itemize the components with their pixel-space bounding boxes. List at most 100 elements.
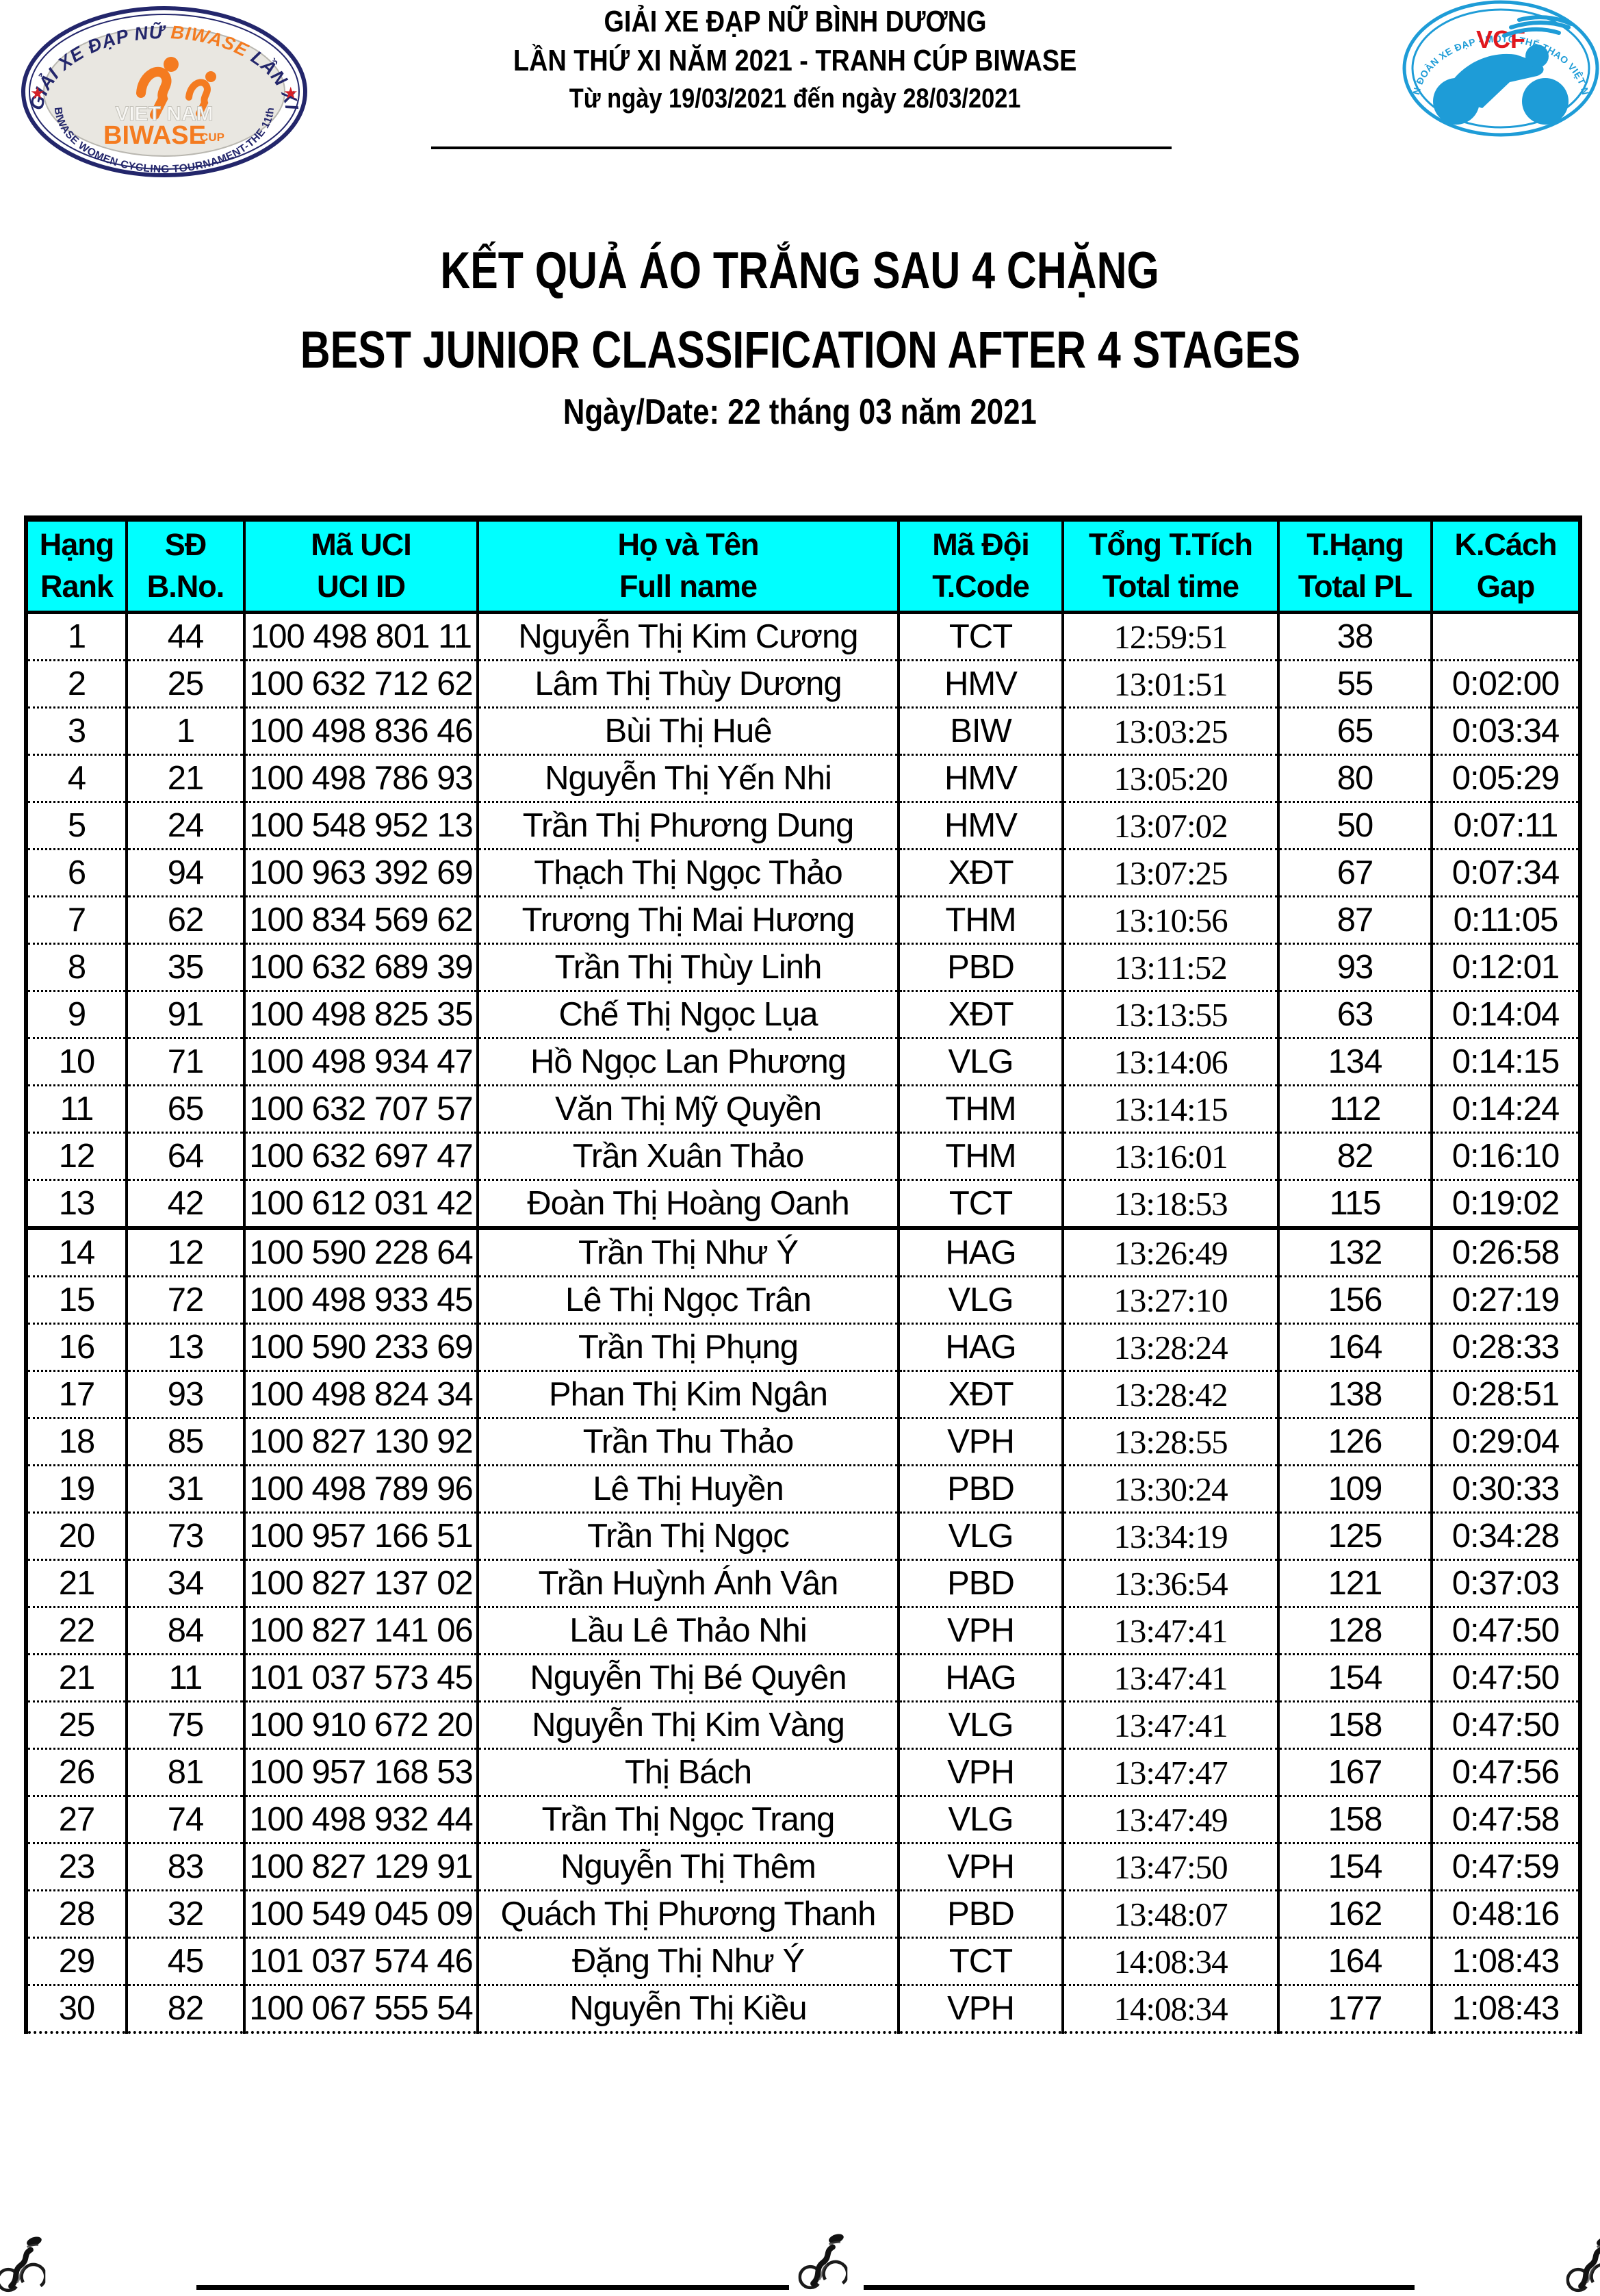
cell-team: HAG bbox=[897, 1226, 1063, 1277]
cell-uci: 100 957 168 53 bbox=[243, 1748, 478, 1796]
cell-rank: 12 bbox=[26, 1132, 127, 1180]
cell-uci: 100 498 786 93 bbox=[243, 754, 478, 802]
cell-time: 13:34:19 bbox=[1061, 1511, 1278, 1560]
cell-pl: 121 bbox=[1277, 1559, 1432, 1607]
cell-uci: 101 037 574 46 bbox=[243, 1937, 478, 1985]
table-header-row: Hạng Rank SĐ B.No. Mã UCI UCI ID Họ và Tên Full… bbox=[26, 518, 1580, 614]
table-row: 16 13 100 590 233 69 Trần Thị Phụng HAG 13:28… bbox=[26, 1323, 1580, 1371]
table-row: 9 91 100 498 825 35 Chế Thị Ngọc Lụa XĐT 13:1… bbox=[26, 990, 1580, 1038]
cell-pl: 93 bbox=[1277, 943, 1432, 991]
cell-uci: 100 632 697 47 bbox=[243, 1132, 478, 1180]
column-header-gap: K.Cách Gap bbox=[1430, 518, 1580, 614]
cell-pl: 158 bbox=[1277, 1700, 1432, 1749]
cell-bno: 72 bbox=[125, 1275, 244, 1324]
table-row: 23 83 100 827 129 91 Nguyễn Thị Thêm VPH 13:4… bbox=[26, 1842, 1580, 1891]
column-label-vi: Mã UCI bbox=[311, 527, 412, 563]
table-row: 10 71 100 498 934 47 Hồ Ngọc Lan Phương VLG 1… bbox=[26, 1037, 1580, 1086]
cell-team: TCT bbox=[897, 1937, 1063, 1985]
column-label-vi: Hạng bbox=[39, 527, 115, 563]
cell-uci: 100 067 555 54 bbox=[243, 1984, 478, 2034]
cell-uci: 100 827 141 06 bbox=[243, 1606, 478, 1655]
cell-bno: 31 bbox=[125, 1464, 244, 1513]
cell-gap: 0:14:15 bbox=[1430, 1037, 1580, 1086]
cell-team: VLG bbox=[897, 1795, 1063, 1844]
cell-rank: 21 bbox=[26, 1559, 127, 1607]
cell-rank: 18 bbox=[26, 1417, 127, 1466]
cell-bno: 34 bbox=[125, 1559, 244, 1607]
cell-name: Quách Thị Phương Thanh bbox=[476, 1889, 899, 1938]
result-title-vi: KẾT QUẢ ÁO TRẮNG SAU 4 CHẶNG bbox=[440, 242, 1160, 300]
cell-pl: 80 bbox=[1277, 754, 1432, 802]
table-row: 18 85 100 827 130 92 Trần Thu Thảo VPH 13:28:… bbox=[26, 1417, 1580, 1466]
table-row: 3 1 100 498 836 46 Bùi Thị Huê BIW 13:03:25 65… bbox=[26, 706, 1580, 755]
cell-bno: 32 bbox=[125, 1889, 244, 1938]
cell-team: XĐT bbox=[897, 990, 1063, 1038]
table-row: 4 21 100 498 786 93 Nguyễn Thị Yến Nhi HMV 13… bbox=[26, 754, 1580, 802]
cell-pl: 126 bbox=[1277, 1417, 1432, 1466]
cell-time: 14:08:34 bbox=[1061, 1937, 1278, 1985]
cell-gap: 0:28:51 bbox=[1430, 1370, 1580, 1418]
cell-rank: 23 bbox=[26, 1842, 127, 1891]
cell-bno: 74 bbox=[125, 1795, 244, 1844]
cell-uci: 100 498 825 35 bbox=[243, 990, 478, 1038]
cell-bno: 75 bbox=[125, 1700, 244, 1749]
cell-name: Trương Thị Mai Hương bbox=[476, 895, 899, 944]
cell-name: Nguyễn Thị Bé Quyên bbox=[476, 1653, 899, 1702]
cell-name: Lâm Thị Thùy Dương bbox=[476, 659, 899, 708]
cell-rank: 2 bbox=[26, 659, 127, 708]
table-row: 7 62 100 834 569 62 Trương Thị Mai Hương THM… bbox=[26, 895, 1580, 944]
cell-name: Nguyễn Thị Yến Nhi bbox=[476, 754, 899, 802]
table-row: 26 81 100 957 168 53 Thị Bách VPH 13:47:47 167… bbox=[26, 1748, 1580, 1796]
cell-name: Trần Thị Thùy Linh bbox=[476, 943, 899, 991]
cell-pl: 112 bbox=[1277, 1084, 1432, 1133]
column-header-name: Họ và Tên Full name bbox=[476, 518, 899, 614]
cell-uci: 100 834 569 62 bbox=[243, 895, 478, 944]
cell-gap: 0:26:58 bbox=[1430, 1226, 1580, 1277]
column-label-vi: Tổng T.Tích bbox=[1089, 527, 1253, 563]
cell-bno: 25 bbox=[125, 659, 244, 708]
cell-team: VPH bbox=[897, 1417, 1063, 1466]
cell-gap: 0:37:03 bbox=[1430, 1559, 1580, 1607]
cell-team: HAG bbox=[897, 1323, 1063, 1371]
biwase-logo-graphic: GIẢI XE ĐẠP NỮ BIWASE LẦN XI ★ ★ VIET NA… bbox=[21, 6, 307, 177]
cell-pl: 67 bbox=[1277, 848, 1432, 897]
cell-bno: 35 bbox=[125, 943, 244, 991]
cell-gap: 0:47:50 bbox=[1430, 1700, 1580, 1749]
cell-time: 13:26:49 bbox=[1061, 1226, 1278, 1277]
cell-name: Lê Thị Ngọc Trân bbox=[476, 1275, 899, 1324]
cell-pl: 158 bbox=[1277, 1795, 1432, 1844]
cell-uci: 100 612 031 42 bbox=[243, 1179, 478, 1228]
cell-pl: 38 bbox=[1277, 612, 1432, 661]
column-label-vi: SĐ bbox=[164, 527, 207, 563]
table-row: 27 74 100 498 932 44 Trần Thị Ngọc Trang VLG… bbox=[26, 1795, 1580, 1844]
cell-name: Trần Thị Phương Dung bbox=[476, 801, 899, 850]
cell-pl: 109 bbox=[1277, 1464, 1432, 1513]
cell-bno: 84 bbox=[125, 1606, 244, 1655]
cell-team: VPH bbox=[897, 1748, 1063, 1796]
table-row: 22 84 100 827 141 06 Lầu Lê Thảo Nhi VPH 13:4… bbox=[26, 1606, 1580, 1655]
cell-rank: 3 bbox=[26, 706, 127, 755]
cell-bno: 45 bbox=[125, 1937, 244, 1985]
cell-rank: 19 bbox=[26, 1464, 127, 1513]
cell-rank: 21 bbox=[26, 1653, 127, 1702]
column-label-en: Gap bbox=[1476, 569, 1536, 604]
column-header-pl: T.Hạng Total PL bbox=[1277, 518, 1432, 614]
cell-bno: 81 bbox=[125, 1748, 244, 1796]
cell-gap: 0:11:05 bbox=[1430, 895, 1580, 944]
cell-name: Trần Xuân Thảo bbox=[476, 1132, 899, 1180]
cell-gap: 0:05:29 bbox=[1430, 754, 1580, 802]
cell-uci: 100 827 129 91 bbox=[243, 1842, 478, 1891]
cell-uci: 100 827 137 02 bbox=[243, 1559, 478, 1607]
cell-time: 13:30:24 bbox=[1061, 1464, 1278, 1513]
column-label-en: Total PL bbox=[1298, 569, 1412, 604]
column-header-rank: Hạng Rank bbox=[26, 518, 127, 614]
cell-gap: 0:47:50 bbox=[1430, 1653, 1580, 1702]
cell-team: THM bbox=[897, 1132, 1063, 1180]
cell-rank: 1 bbox=[67, 618, 86, 655]
table-row: 30 82 100 067 555 54 Nguyễn Thị Kiều VPH 14:0… bbox=[26, 1984, 1580, 2034]
cell-team: HMV bbox=[897, 659, 1063, 708]
cell-pl: 164 bbox=[1277, 1937, 1432, 1985]
cell-uci: 100 910 672 20 bbox=[243, 1700, 478, 1749]
table-row: 15 72 100 498 933 45 Lê Thị Ngọc Trân VLG 13:… bbox=[26, 1275, 1580, 1324]
table-row: 6 94 100 963 392 69 Thạch Thị Ngọc Thảo XĐT 1… bbox=[26, 848, 1580, 897]
